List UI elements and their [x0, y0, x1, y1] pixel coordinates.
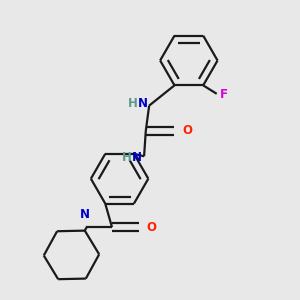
Text: N: N	[131, 152, 141, 164]
Text: O: O	[146, 221, 157, 234]
Text: F: F	[219, 88, 227, 101]
Text: N: N	[137, 98, 148, 110]
Text: O: O	[182, 124, 192, 137]
Text: H: H	[128, 98, 137, 110]
Text: H: H	[122, 152, 131, 164]
Text: N: N	[80, 208, 90, 221]
